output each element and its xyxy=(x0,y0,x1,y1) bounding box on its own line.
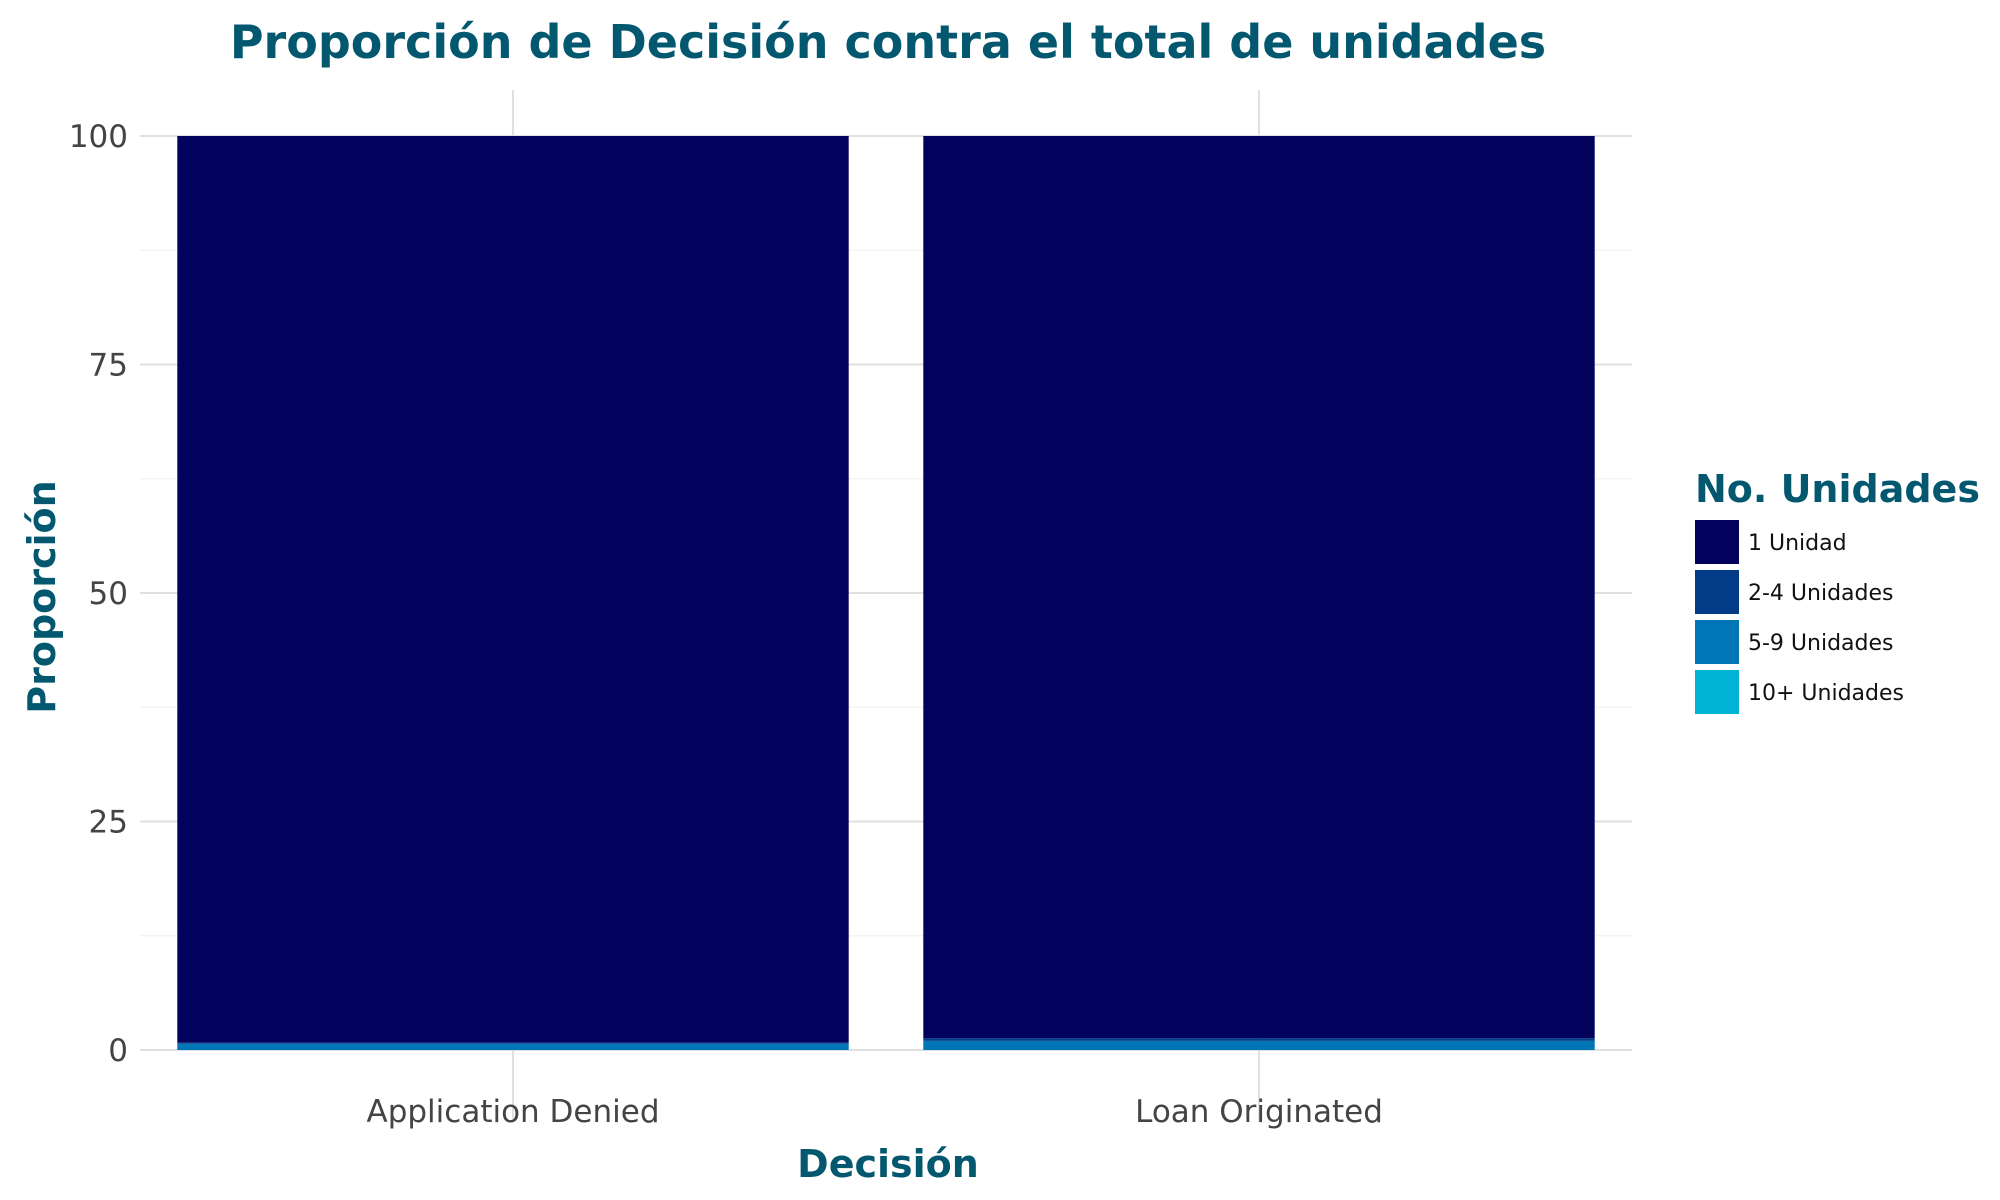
y-tick-label: 100 xyxy=(69,119,128,155)
y-axis-ticks: 0 25 50 75 100 xyxy=(69,119,128,1069)
bar-segment-1-unidad xyxy=(923,136,1595,1039)
bar-segment-5-9-unidades xyxy=(923,1040,1595,1050)
x-axis-title: Decisión xyxy=(797,1142,979,1186)
x-tick-label: Loan Originated xyxy=(1135,1094,1383,1130)
legend-swatch xyxy=(1695,620,1739,664)
legend-swatch xyxy=(1695,520,1739,564)
y-axis-title: Proporción xyxy=(20,480,64,713)
x-tick-label: Application Denied xyxy=(366,1094,659,1130)
x-axis-ticks: Application Denied Loan Originated xyxy=(366,1094,1382,1130)
y-tick-label: 0 xyxy=(108,1033,128,1069)
legend-label: 5-9 Unidades xyxy=(1748,631,1894,656)
y-tick-label: 75 xyxy=(89,348,128,384)
y-tick-label: 50 xyxy=(89,576,128,612)
bar-segment-2-4-unidades xyxy=(177,1042,849,1044)
y-tick-label: 25 xyxy=(89,805,128,841)
legend-swatch xyxy=(1695,570,1739,614)
bars xyxy=(177,136,1595,1050)
legend-label: 1 Unidad xyxy=(1748,531,1847,556)
bar-segment-1-unidad xyxy=(177,136,849,1043)
bar-segment-2-4-unidades xyxy=(923,1038,1595,1041)
legend-title: No. Unidades xyxy=(1695,467,1980,511)
chart-title: Proporción de Decisión contra el total d… xyxy=(230,15,1546,69)
bar-segment-5-9-unidades xyxy=(177,1043,849,1050)
legend-swatch xyxy=(1695,670,1739,714)
legend-label: 10+ Unidades xyxy=(1748,681,1904,706)
legend: No. Unidades 1 Unidad 2-4 Unidades 5-9 Uni… xyxy=(1695,467,1980,714)
legend-label: 2-4 Unidades xyxy=(1748,581,1894,606)
